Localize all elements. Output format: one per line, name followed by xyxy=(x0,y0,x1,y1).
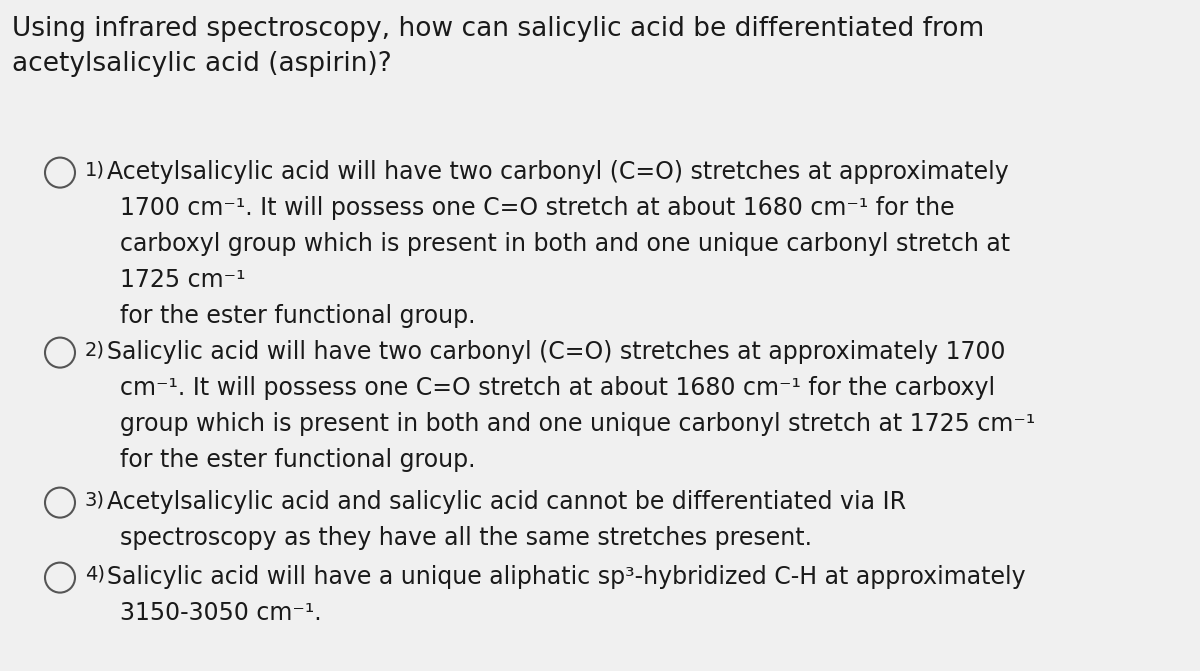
Text: 1700 cm⁻¹. It will possess one C=O stretch at about 1680 cm⁻¹ for the: 1700 cm⁻¹. It will possess one C=O stret… xyxy=(120,196,955,220)
Text: Salicylic acid will have two carbonyl (C=O) stretches at approximately 1700: Salicylic acid will have two carbonyl (C… xyxy=(107,340,1006,364)
Text: Acetylsalicylic acid will have two carbonyl (C=O) stretches at approximately: Acetylsalicylic acid will have two carbo… xyxy=(107,160,1009,184)
Text: for the ester functional group.: for the ester functional group. xyxy=(120,448,475,472)
Text: 3150-3050 cm⁻¹.: 3150-3050 cm⁻¹. xyxy=(120,601,322,625)
Text: Using infrared spectroscopy, how can salicylic acid be differentiated from: Using infrared spectroscopy, how can sal… xyxy=(12,16,984,42)
Text: 2): 2) xyxy=(85,340,106,359)
Text: Acetylsalicylic acid and salicylic acid cannot be differentiated via IR: Acetylsalicylic acid and salicylic acid … xyxy=(107,490,906,514)
Text: 4): 4) xyxy=(85,565,106,584)
Text: group which is present in both and one unique carbonyl stretch at 1725 cm⁻¹: group which is present in both and one u… xyxy=(120,412,1036,436)
Text: 1725 cm⁻¹: 1725 cm⁻¹ xyxy=(120,268,246,292)
Text: cm⁻¹. It will possess one C=O stretch at about 1680 cm⁻¹ for the carboxyl: cm⁻¹. It will possess one C=O stretch at… xyxy=(120,376,995,400)
Text: 3): 3) xyxy=(85,490,106,509)
Text: 1): 1) xyxy=(85,160,106,179)
Text: spectroscopy as they have all the same stretches present.: spectroscopy as they have all the same s… xyxy=(120,526,812,550)
Text: carboxyl group which is present in both and one unique carbonyl stretch at: carboxyl group which is present in both … xyxy=(120,232,1010,256)
Text: for the ester functional group.: for the ester functional group. xyxy=(120,304,475,328)
Text: Salicylic acid will have a unique aliphatic sp³-hybridized C-H at approximately: Salicylic acid will have a unique alipha… xyxy=(107,565,1026,589)
Text: acetylsalicylic acid (aspirin)?: acetylsalicylic acid (aspirin)? xyxy=(12,51,391,77)
